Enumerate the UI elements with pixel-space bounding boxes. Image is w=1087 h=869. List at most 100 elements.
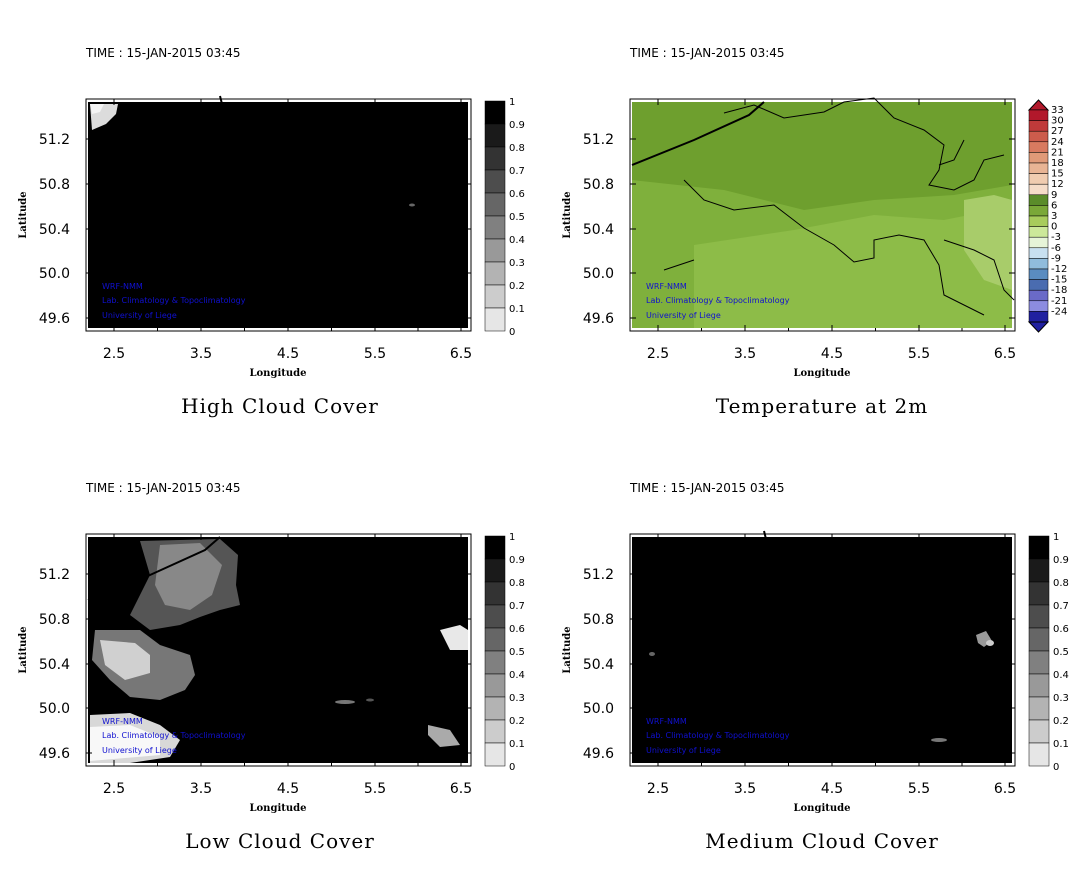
colorbar-label: 0.1 xyxy=(1053,739,1069,750)
y-tick-label: 51.2 xyxy=(583,132,614,148)
colorbar-swatch xyxy=(484,581,506,606)
colorbar-swatch xyxy=(1028,696,1050,721)
y-tick-label: 49.6 xyxy=(39,746,70,762)
colorbar-swatch xyxy=(1028,604,1050,629)
axis-ticks xyxy=(630,99,1015,331)
credit-lab: Lab. Climatology & Topoclimatology xyxy=(102,731,246,740)
y-tick-label: 50.4 xyxy=(39,657,70,673)
cloud-gap xyxy=(155,543,222,610)
colorbar-label: 0.9 xyxy=(509,555,525,566)
colorbar-label: 30 xyxy=(1051,116,1064,127)
colorbar-label: 0.5 xyxy=(1053,647,1069,658)
plot-frame xyxy=(629,98,1016,332)
y-tick-label: 50.0 xyxy=(583,701,614,717)
colorbar-label: 0.3 xyxy=(509,693,525,704)
colorbar-swatch xyxy=(1028,742,1050,767)
colorbar-label: 6 xyxy=(1051,200,1057,211)
y-tick-label: 51.2 xyxy=(39,132,70,148)
x-tick-label: 6.5 xyxy=(450,781,472,797)
colorbar-swatch xyxy=(1028,535,1050,560)
colorbar: 1 0.9 0.8 0.7 0.6 0.5 0.4 0.3 0.2 0.1 0 xyxy=(484,532,525,773)
colorbar-swatch xyxy=(1028,141,1049,153)
colorbar-swatch xyxy=(1028,130,1049,143)
colorbar-label: 0.3 xyxy=(1053,693,1069,704)
y-tick-label: 50.8 xyxy=(39,612,70,628)
time-label: TIME : 15-JAN-2015 03:45 xyxy=(86,481,241,495)
colorbar-swatch xyxy=(1028,558,1050,583)
colorbar-swatch xyxy=(484,650,506,675)
colorbar-label: -9 xyxy=(1051,253,1061,264)
credit-university: University of Liege xyxy=(646,746,721,755)
cloud-gap xyxy=(100,640,150,680)
x-tick-label: 3.5 xyxy=(734,781,756,797)
colorbar-label: 0 xyxy=(1051,222,1057,233)
colorbar-swatch xyxy=(484,238,506,263)
colorbar-label: 0 xyxy=(509,327,515,338)
x-axis-label: Longitude xyxy=(249,368,306,379)
colorbar-label: 0.6 xyxy=(509,624,525,635)
border-lines xyxy=(663,97,1015,316)
x-tick-label: 6.5 xyxy=(994,781,1016,797)
panel-temperature-2m: TIME : 15-JAN-2015 03:45 WRF-NMM Lab. Cl… xyxy=(544,0,1087,434)
map-temperature: WRF-NMM Lab. Climatology & Topoclimatolo… xyxy=(562,97,1067,379)
colorbar-swatch xyxy=(1028,279,1049,291)
x-tick-label: 5.5 xyxy=(364,346,386,362)
colorbar-swatch xyxy=(484,307,506,332)
cloud-field xyxy=(88,102,468,328)
colorbar-swatch xyxy=(484,719,506,744)
x-tick-labels: 2.5 3.5 4.5 5.5 6.5 xyxy=(103,346,472,362)
panel-low-cloud-cover: TIME : 15-JAN-2015 03:45 WRF-NMM Lab. Cl… xyxy=(0,435,543,869)
colorbar-label: 18 xyxy=(1051,158,1064,169)
y-tick-label: 50.8 xyxy=(583,612,614,628)
y-tick-label: 50.4 xyxy=(583,222,614,238)
colorbar-swatch xyxy=(484,284,506,309)
colorbar-label: 1 xyxy=(509,97,515,108)
colorbar-swatch xyxy=(1028,581,1050,606)
colorbar-swatch xyxy=(484,192,506,217)
y-tick-label: 51.2 xyxy=(39,567,70,583)
y-tick-label: 50.8 xyxy=(583,177,614,193)
colorbar-swatch xyxy=(1028,109,1049,121)
time-label: TIME : 15-JAN-2015 03:45 xyxy=(86,46,241,60)
colorbar-label: 0.4 xyxy=(509,235,525,246)
map-medium-cloud: WRF-NMM Lab. Climatology & Topoclimatolo… xyxy=(562,530,1069,814)
x-tick-label: 4.5 xyxy=(821,781,843,797)
map-low-cloud: WRF-NMM Lab. Climatology & Topoclimatolo… xyxy=(18,532,525,814)
panel-title: High Cloud Cover xyxy=(181,394,379,418)
x-tick-label: 4.5 xyxy=(277,346,299,362)
credit-university: University of Liege xyxy=(102,746,177,755)
colorbar-swatch xyxy=(484,123,506,148)
colorbar-label: 0.1 xyxy=(509,304,525,315)
time-label: TIME : 15-JAN-2015 03:45 xyxy=(630,46,785,60)
colorbar-swatch xyxy=(1028,120,1049,132)
y-tick-labels: 51.2 50.8 50.4 50.0 49.6 xyxy=(39,567,70,762)
colorbar-label: 12 xyxy=(1051,179,1064,190)
y-tick-label: 51.2 xyxy=(583,567,614,583)
colorbar-label: 0.2 xyxy=(509,716,525,727)
colorbar-swatch xyxy=(1028,236,1049,249)
x-tick-labels: 2.5 3.5 4.5 5.5 6.5 xyxy=(103,781,472,797)
cloud-patch xyxy=(409,203,415,207)
y-tick-label: 50.0 xyxy=(39,701,70,717)
colorbar-swatch xyxy=(484,169,506,194)
colorbar-swatch xyxy=(1028,247,1049,259)
credit-model: WRF-NMM xyxy=(102,717,143,726)
colorbar-label: 0.8 xyxy=(509,578,525,589)
colorbar-label: 0.7 xyxy=(1053,601,1069,612)
x-tick-label: 4.5 xyxy=(821,346,843,362)
x-tick-label: 5.5 xyxy=(364,781,386,797)
colorbar-swatch xyxy=(1028,183,1049,196)
y-tick-label: 50.4 xyxy=(39,222,70,238)
x-tick-labels: 2.5 3.5 4.5 5.5 6.5 xyxy=(647,781,1016,797)
colorbar-swatch xyxy=(484,604,506,629)
coastline xyxy=(219,95,223,105)
colorbar: 1 0.9 0.8 0.7 0.6 0.5 0.4 0.3 0.2 0.1 0 xyxy=(484,97,525,338)
colorbar-label: 0.2 xyxy=(509,281,525,292)
panel-high-cloud-cover: TIME : 15-JAN-2015 03:45 WRF-NMM Lab. Cl… xyxy=(0,0,543,434)
colorbar-swatch xyxy=(1028,311,1049,323)
colorbar-label: 0.6 xyxy=(509,189,525,200)
colorbar-label: 0.2 xyxy=(1053,716,1069,727)
x-tick-label: 5.5 xyxy=(908,346,930,362)
colorbar-label: -21 xyxy=(1051,296,1067,307)
colorbar-arrow-top xyxy=(1027,99,1050,111)
